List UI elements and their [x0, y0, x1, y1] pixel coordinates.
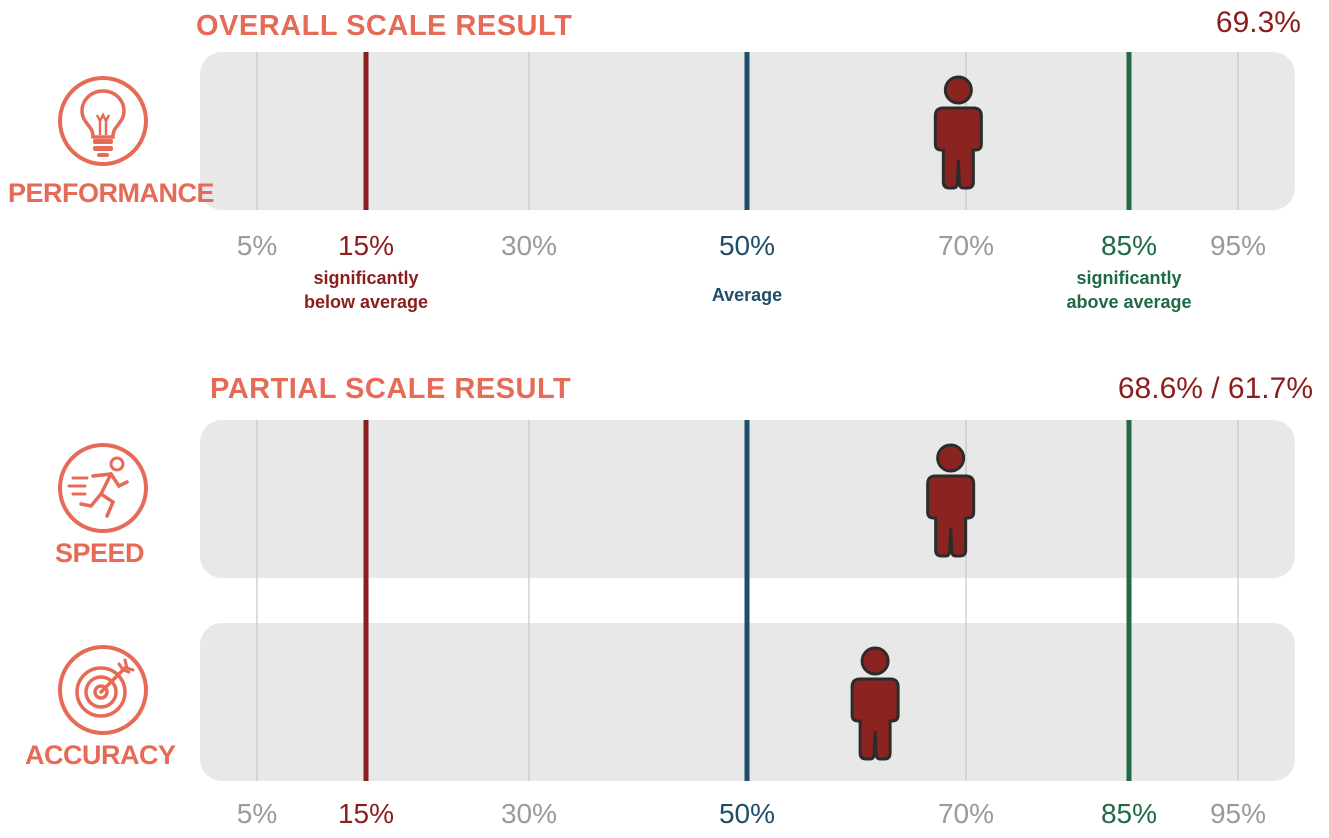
reference-note-line1: significantly — [313, 268, 419, 288]
top-tick-30: 30% — [500, 230, 558, 261]
bottom-tick-5: 5% — [236, 798, 278, 829]
speed-track — [200, 420, 1295, 578]
overall-title: OVERALL SCALE RESULT — [196, 10, 573, 42]
top-tick-95: 95% — [1209, 230, 1267, 261]
partial-result: 68.6% / 61.7% — [1117, 372, 1313, 405]
overall-result: 69.3% — [1215, 6, 1301, 39]
top-tick-70: 70% — [937, 230, 995, 261]
bottom-tick-15: 15% — [337, 798, 395, 829]
reference-note-line1: Average — [711, 285, 783, 305]
top-tick-15: 15% — [337, 230, 395, 261]
reference-note-85: significantly above average — [1066, 266, 1191, 314]
accuracy-label: ACCURACY — [25, 740, 176, 770]
performance-track — [200, 52, 1295, 210]
reference-note-line2: above average — [1066, 292, 1192, 312]
reference-note-line1: significantly — [1076, 268, 1182, 288]
reference-note-line2: below average — [303, 292, 429, 312]
target-icon — [58, 645, 148, 735]
speed-label: SPEED — [55, 538, 145, 568]
reference-note-15: significantly below average — [304, 266, 428, 314]
top-tick-50: 50% — [718, 230, 776, 261]
bottom-tick-85: 85% — [1100, 798, 1158, 829]
top-tick-5: 5% — [236, 230, 278, 261]
bottom-tick-50: 50% — [718, 798, 776, 829]
reference-note-50: Average — [712, 283, 782, 307]
runner-icon — [58, 443, 148, 533]
bottom-tick-70: 70% — [937, 798, 995, 829]
lightbulb-icon — [58, 76, 148, 166]
accuracy-track — [200, 623, 1295, 781]
performance-label: PERFORMANCE — [8, 178, 215, 208]
partial-title: PARTIAL SCALE RESULT — [210, 373, 572, 405]
bottom-tick-30: 30% — [500, 798, 558, 829]
top-tick-85: 85% — [1100, 230, 1158, 261]
bottom-tick-95: 95% — [1209, 798, 1267, 829]
